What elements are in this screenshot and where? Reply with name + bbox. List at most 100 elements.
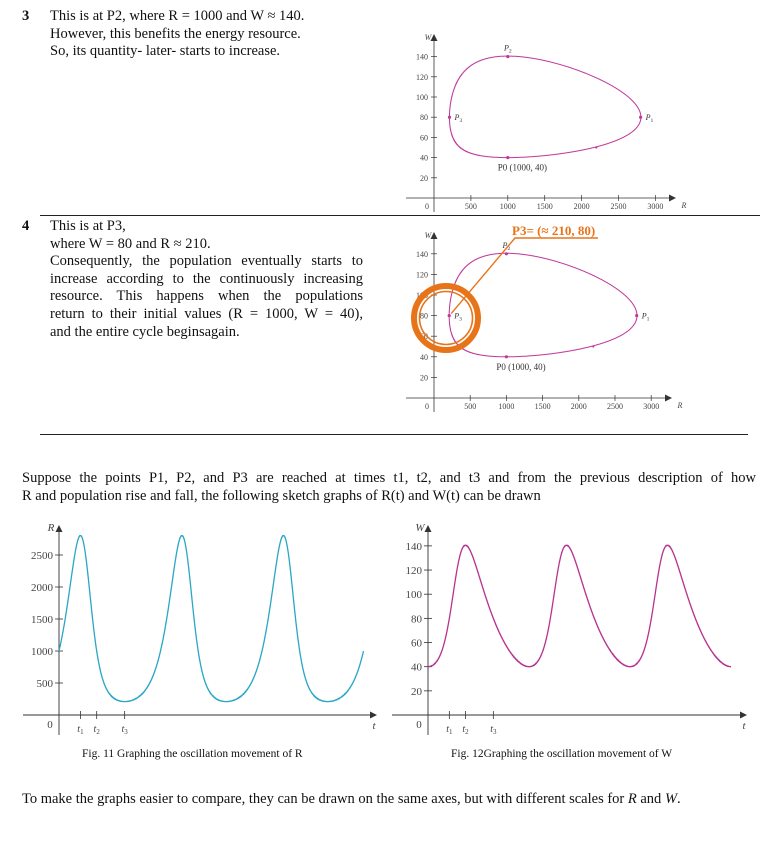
y-axis-label: R [47, 522, 55, 534]
highlight-ring-inner-icon [418, 290, 474, 346]
item-4-text: This is at P3, where W = 80 and R ≈ 210.… [50, 218, 363, 341]
closing-text: To make the graphs easier to compare, th… [22, 791, 628, 807]
x-tick-label: 500 [465, 202, 477, 211]
x-tick-label: 1000 [498, 402, 514, 411]
y-tick-label: 140 [416, 250, 428, 259]
text-line: However, this benefits the energy resour… [50, 25, 301, 42]
y-tick-label: 120 [416, 270, 428, 279]
point-p1 [635, 314, 639, 318]
label-p3: P3 [453, 113, 462, 124]
r-curve [58, 534, 365, 703]
t-axis-arrow [740, 711, 747, 719]
y-tick-label: 1500 [31, 614, 54, 626]
y-tick-label: 2000 [31, 582, 54, 594]
row-divider [40, 215, 760, 216]
text-line: Suppose the points P1, P2, and P3 are re… [22, 470, 756, 486]
x-axis-label: R [677, 401, 683, 410]
x-tick-label: 2000 [571, 402, 587, 411]
point-p2 [504, 252, 508, 256]
x-tick-label: 1500 [537, 202, 553, 211]
text-line: resource. This happens when the populati… [50, 288, 363, 305]
y-tick-label: 100 [416, 291, 428, 300]
x-axis-label: R [681, 201, 687, 210]
y-tick-label: 140 [406, 541, 423, 553]
item-number-4: 4 [22, 218, 30, 234]
item-3-text: This is at P2, where R = 1000 and W ≈ 14… [50, 8, 304, 61]
closing-and: and [636, 791, 665, 807]
label-p1: P1 [645, 113, 654, 124]
item-number-3: 3 [22, 8, 30, 24]
text-line: R and population rise and fall, the foll… [22, 487, 541, 504]
x-tick-label: 500 [464, 402, 476, 411]
x-tick-label: 1000 [500, 202, 516, 211]
direction-marker [592, 345, 595, 348]
phase-curve [448, 252, 638, 358]
y-tick-label: 500 [37, 678, 54, 690]
highlight-ring-outer-icon [411, 283, 481, 353]
y-tick-label: 100 [416, 93, 428, 102]
text-line: where W = 80 and R ≈ 210. [50, 235, 211, 252]
closing-w: W [664, 791, 678, 807]
y-tick-label: 60 [411, 638, 423, 650]
origin-label: 0 [47, 719, 53, 731]
x-axis-arrow [665, 394, 672, 402]
x-tick-label: 3000 [647, 202, 663, 211]
label-p3: P3 [453, 312, 462, 323]
text-line: This is at P3, [50, 218, 126, 234]
y-tick-label: 120 [406, 565, 423, 577]
label-p1: P1 [641, 312, 650, 323]
y-tick-label: 140 [416, 53, 428, 62]
point-p0 [506, 156, 510, 160]
y-axis-arrow [424, 525, 432, 532]
closing-sentence: To make the graphs easier to compare, th… [22, 791, 681, 808]
w-curve [428, 544, 731, 668]
callout-label: P3= (≈ 210, 80) [512, 223, 595, 238]
y-tick-label: 60 [420, 332, 428, 341]
point-p3 [447, 115, 452, 119]
x-tick-label: 2500 [611, 202, 627, 211]
closing-r: R [627, 791, 637, 807]
x-axis-arrow [669, 194, 676, 202]
point-p1 [639, 115, 643, 119]
point-p2 [506, 55, 510, 59]
y-tick-label: 2500 [31, 550, 54, 562]
label-p0: P0 (1000, 40) [498, 163, 547, 173]
text-line: Consequently, the population eventually … [50, 253, 363, 270]
label-p2: P2 [503, 44, 512, 55]
x-tick-label: 2500 [607, 402, 623, 411]
y-tick-label: 40 [420, 154, 428, 163]
y-tick-label: 20 [420, 174, 428, 183]
direction-marker [595, 146, 598, 149]
t-tick-label: t2 [462, 724, 469, 736]
figure-11-caption: Fig. 11 Graphing the oscillation movemen… [82, 748, 303, 760]
y-tick-label: 100 [406, 589, 423, 601]
x-tick-label: 2000 [574, 202, 590, 211]
figure-12-caption: Fig. 12Graphing the oscillation movement… [451, 748, 673, 760]
label-p0: P0 (1000, 40) [496, 362, 545, 372]
y-axis-label: W [425, 231, 433, 240]
y-tick-label: 1000 [31, 646, 54, 658]
t-tick-label: t3 [490, 724, 497, 736]
y-tick-label: 80 [420, 312, 428, 321]
y-tick-label: 80 [420, 113, 428, 122]
callout-line [450, 237, 598, 315]
y-tick-label: 20 [411, 686, 423, 698]
x-tick-label: 1500 [535, 402, 551, 411]
y-axis-arrow [430, 34, 438, 41]
closing-end: . [677, 791, 681, 807]
t-tick-label: t2 [94, 724, 101, 736]
y-axis-label: W [415, 522, 425, 534]
t-axis-label: t [372, 720, 376, 732]
point-p3 [447, 314, 451, 318]
t-axis-label: t [742, 720, 746, 732]
t-axis-arrow [370, 711, 377, 719]
text-line: This is at P2, where R = 1000 and W ≈ 14… [50, 8, 305, 24]
y-axis-arrow [55, 525, 63, 532]
intro-paragraph: Suppose the points P1, P2, and P3 are re… [22, 470, 756, 505]
origin-label: 0 [425, 202, 429, 211]
text-line: return to their initial values (R = 1000… [50, 305, 363, 322]
text-line: So, its quantity- later- starts to incre… [50, 43, 281, 60]
y-tick-label: 120 [416, 73, 428, 82]
y-tick-label: 40 [411, 662, 423, 674]
